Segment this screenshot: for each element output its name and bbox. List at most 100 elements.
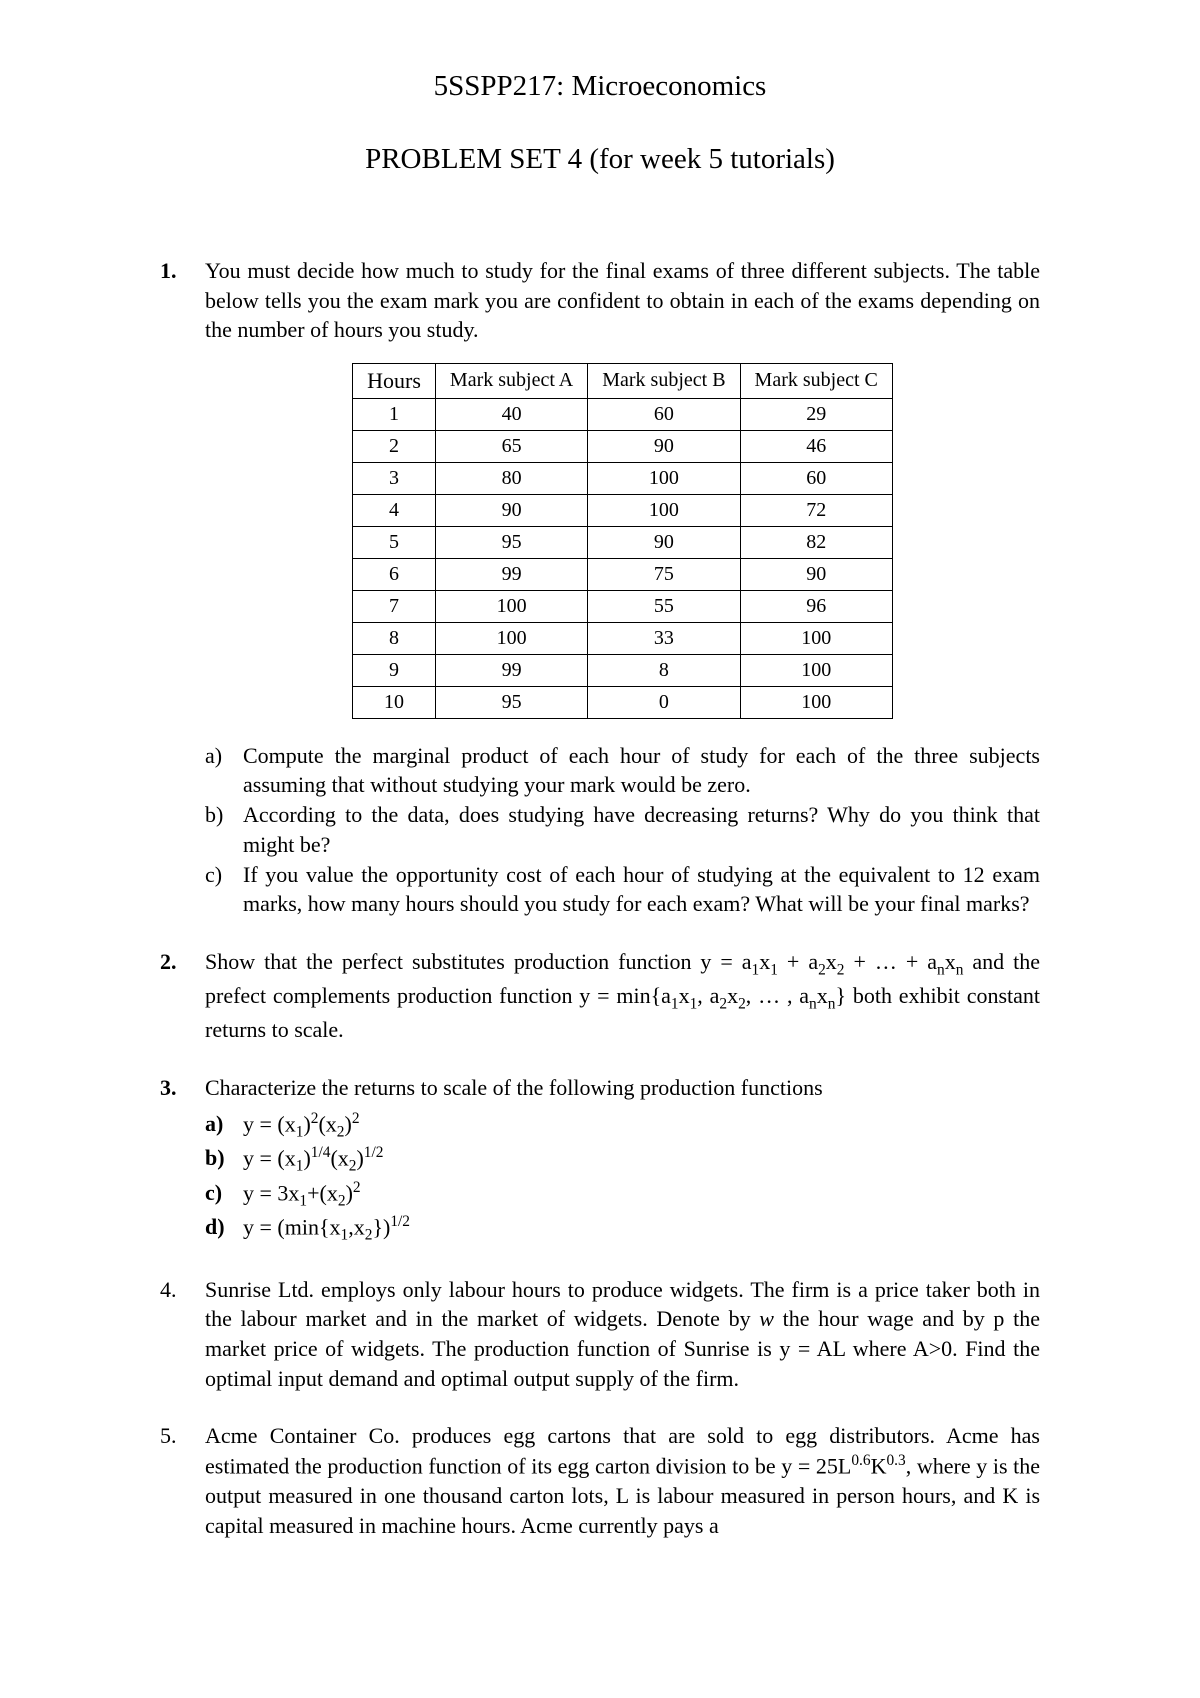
subscript: n: [937, 961, 945, 978]
q2-text: + a: [778, 949, 818, 974]
table-cell: 100: [588, 494, 740, 526]
table-header: Mark subject B: [588, 364, 740, 399]
table-header: Mark subject C: [740, 364, 892, 399]
sub-letter: b): [205, 800, 243, 859]
table-cell: 100: [740, 686, 892, 718]
sub-letter: b): [205, 1143, 243, 1178]
table-cell: 4: [353, 494, 436, 526]
table-cell: 29: [740, 398, 892, 430]
table-cell: 7: [353, 590, 436, 622]
subscript: 1: [770, 961, 778, 978]
table-row: 9998100: [353, 654, 893, 686]
sub-question-b: b) y = (x1)1/4(x2)1/2: [205, 1143, 1040, 1178]
table-cell: 2: [353, 430, 436, 462]
question-2: 2. Show that the perfect substitutes pro…: [160, 947, 1040, 1045]
table-cell: 96: [740, 590, 892, 622]
table-cell: 95: [435, 686, 587, 718]
table-cell: 100: [588, 462, 740, 494]
table-cell: 82: [740, 526, 892, 558]
table-row: 6997590: [353, 558, 893, 590]
sub-letter: c): [205, 860, 243, 919]
table-cell: 40: [435, 398, 587, 430]
table-cell: 100: [740, 622, 892, 654]
table-cell: 90: [588, 430, 740, 462]
subscript: n: [809, 995, 817, 1012]
table-cell: 0: [588, 686, 740, 718]
question-1: 1. You must decide how much to study for…: [160, 256, 1040, 919]
question-body: Characterize the returns to scale of the…: [205, 1073, 1040, 1247]
table-row: 71005596: [353, 590, 893, 622]
table-row: 2659046: [353, 430, 893, 462]
sub-question-a: a) Compute the marginal product of each …: [205, 741, 1040, 800]
question-number: 3.: [160, 1073, 205, 1247]
table-cell: 46: [740, 430, 892, 462]
question-intro: You must decide how much to study for th…: [205, 256, 1040, 345]
table-row: 1406029: [353, 398, 893, 430]
sub-question-list: a) y = (x1)2(x2)2 b) y = (x1)1/4(x2)1/2 …: [205, 1109, 1040, 1247]
table-cell: 90: [588, 526, 740, 558]
sub-question-a: a) y = (x1)2(x2)2: [205, 1109, 1040, 1144]
table-cell: 3: [353, 462, 436, 494]
subscript: 1: [752, 961, 760, 978]
table-cell: 80: [435, 462, 587, 494]
sub-letter: d): [205, 1212, 243, 1247]
question-number: 4.: [160, 1275, 205, 1394]
sub-text: y = 3x1+(x2)2: [243, 1178, 1040, 1213]
sub-text: y = (min{x1,x2})1/2: [243, 1212, 1040, 1247]
sub-question-c: c) y = 3x1+(x2)2: [205, 1178, 1040, 1213]
table-cell: 75: [588, 558, 740, 590]
question-body: Show that the perfect substitutes produc…: [205, 947, 1040, 1045]
table-header: Hours: [353, 364, 436, 399]
q2-text: Show that the perfect substitutes produc…: [205, 949, 752, 974]
table-row: 38010060: [353, 462, 893, 494]
table-cell: 55: [588, 590, 740, 622]
sub-letter: a): [205, 741, 243, 800]
table-cell: 60: [740, 462, 892, 494]
subscript: 2: [837, 961, 845, 978]
table-cell: 5: [353, 526, 436, 558]
table-cell: 8: [588, 654, 740, 686]
sub-question-list: a) Compute the marginal product of each …: [205, 741, 1040, 919]
table-row: 5959082: [353, 526, 893, 558]
italic-var: w: [759, 1306, 774, 1331]
table-row: 10950100: [353, 686, 893, 718]
table-cell: 100: [435, 622, 587, 654]
table-row: 810033100: [353, 622, 893, 654]
table-cell: 8: [353, 622, 436, 654]
course-title: 5SSPP217: Microeconomics: [160, 70, 1040, 103]
table-cell: 33: [588, 622, 740, 654]
sub-text: y = (x1)2(x2)2: [243, 1109, 1040, 1144]
table-cell: 90: [740, 558, 892, 590]
table-cell: 90: [435, 494, 587, 526]
table-cell: 6: [353, 558, 436, 590]
question-body: Acme Container Co. produces egg cartons …: [205, 1421, 1040, 1540]
study-hours-table: Hours Mark subject A Mark subject B Mark…: [352, 363, 893, 719]
table-header-row: Hours Mark subject A Mark subject B Mark…: [353, 364, 893, 399]
subscript: 2: [738, 995, 746, 1012]
question-number: 1.: [160, 256, 205, 919]
table-cell: 9: [353, 654, 436, 686]
table-cell: 100: [435, 590, 587, 622]
sub-letter: c): [205, 1178, 243, 1213]
q5-text: K: [871, 1453, 887, 1478]
q2-text: , a: [697, 983, 719, 1008]
q2-text: + … + a: [845, 949, 938, 974]
question-list: 1. You must decide how much to study for…: [160, 256, 1040, 1541]
question-intro: Characterize the returns to scale of the…: [205, 1073, 1040, 1103]
table-cell: 60: [588, 398, 740, 430]
question-body: You must decide how much to study for th…: [205, 256, 1040, 919]
table-row: 49010072: [353, 494, 893, 526]
q2-text: , … , a: [746, 983, 809, 1008]
table-cell: 10: [353, 686, 436, 718]
sub-question-c: c) If you value the opportunity cost of …: [205, 860, 1040, 919]
table-cell: 1: [353, 398, 436, 430]
table-cell: 65: [435, 430, 587, 462]
sub-question-b: b) According to the data, does studying …: [205, 800, 1040, 859]
superscript: 0.3: [886, 1452, 905, 1469]
subscript: 2: [818, 961, 826, 978]
superscript: 0.6: [851, 1452, 870, 1469]
table-header: Mark subject A: [435, 364, 587, 399]
sub-question-d: d) y = (min{x1,x2})1/2: [205, 1212, 1040, 1247]
sub-text: y = (x1)1/4(x2)1/2: [243, 1143, 1040, 1178]
table-cell: 72: [740, 494, 892, 526]
